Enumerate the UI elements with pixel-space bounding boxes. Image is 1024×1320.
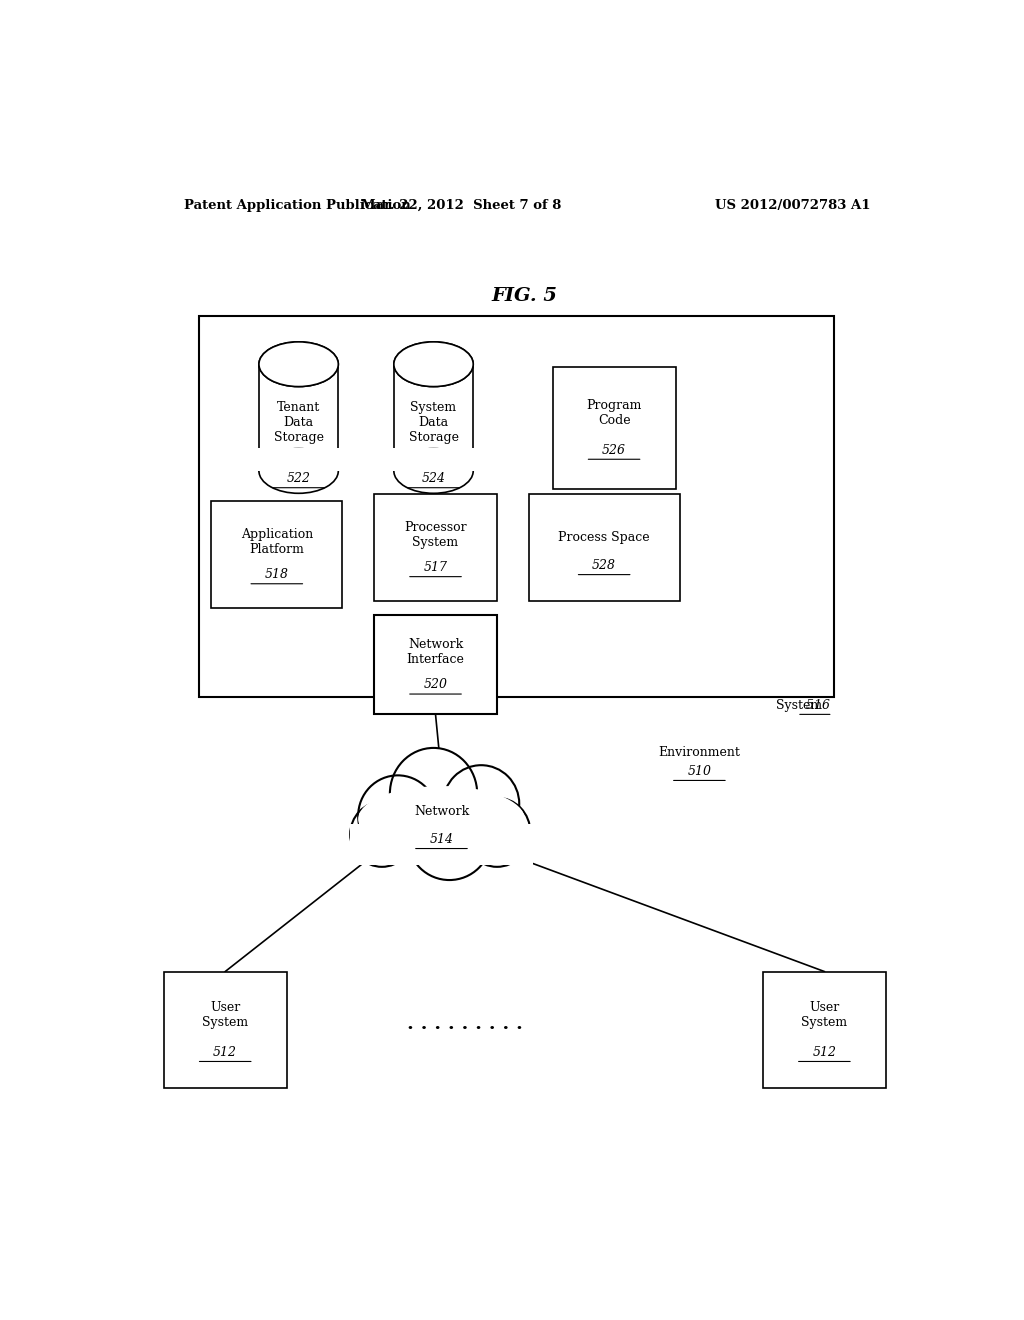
Ellipse shape — [394, 342, 473, 387]
Ellipse shape — [394, 342, 473, 387]
Bar — [528, 494, 680, 601]
Bar — [164, 972, 287, 1089]
Ellipse shape — [409, 799, 490, 880]
Bar — [392, 447, 475, 471]
Bar — [394, 364, 473, 471]
Bar — [374, 494, 497, 601]
Text: 520: 520 — [424, 678, 447, 692]
Text: User
System: User System — [202, 1001, 248, 1028]
Text: 514: 514 — [429, 833, 454, 846]
Bar — [350, 824, 532, 865]
Text: 510: 510 — [687, 764, 712, 777]
Text: Processor
System: Processor System — [404, 521, 467, 549]
Text: Patent Application Publication: Patent Application Publication — [183, 198, 411, 211]
Text: System: System — [776, 700, 830, 711]
Ellipse shape — [464, 797, 530, 867]
Text: FIG. 5: FIG. 5 — [492, 286, 558, 305]
Ellipse shape — [390, 748, 477, 840]
Text: 518: 518 — [265, 568, 289, 581]
Text: 528: 528 — [592, 558, 616, 572]
Bar — [374, 615, 497, 714]
Text: 516: 516 — [770, 700, 830, 711]
Text: 522: 522 — [287, 473, 310, 484]
Text: 512: 512 — [812, 1045, 837, 1059]
Bar — [257, 447, 340, 471]
Bar — [553, 367, 676, 488]
Ellipse shape — [259, 342, 338, 387]
Text: Process Space: Process Space — [558, 531, 650, 544]
Text: Environment: Environment — [658, 747, 740, 759]
Text: . . . . . . . . .: . . . . . . . . . — [408, 1015, 523, 1034]
Text: Network
Interface: Network Interface — [407, 639, 465, 667]
Ellipse shape — [358, 775, 437, 857]
Ellipse shape — [259, 342, 338, 387]
Text: Tenant
Data
Storage: Tenant Data Storage — [273, 401, 324, 444]
Bar — [763, 972, 886, 1089]
Text: User
System: User System — [802, 1001, 848, 1028]
Text: Program
Code: Program Code — [587, 399, 642, 426]
Text: US 2012/0072783 A1: US 2012/0072783 A1 — [715, 198, 870, 211]
Text: System
Data
Storage: System Data Storage — [409, 401, 459, 444]
Ellipse shape — [358, 785, 525, 853]
Ellipse shape — [350, 801, 414, 867]
Ellipse shape — [443, 766, 519, 842]
Text: 512: 512 — [213, 1045, 238, 1059]
Bar — [211, 500, 342, 607]
Ellipse shape — [259, 449, 338, 494]
Text: Mar. 22, 2012  Sheet 7 of 8: Mar. 22, 2012 Sheet 7 of 8 — [361, 198, 561, 211]
Bar — [200, 315, 835, 697]
Bar — [259, 364, 338, 471]
Ellipse shape — [394, 449, 473, 494]
Text: 517: 517 — [424, 561, 447, 574]
Text: Network: Network — [414, 805, 469, 818]
Text: 524: 524 — [422, 473, 445, 484]
Text: Application
Platform: Application Platform — [241, 528, 313, 556]
Text: 526: 526 — [602, 444, 626, 457]
